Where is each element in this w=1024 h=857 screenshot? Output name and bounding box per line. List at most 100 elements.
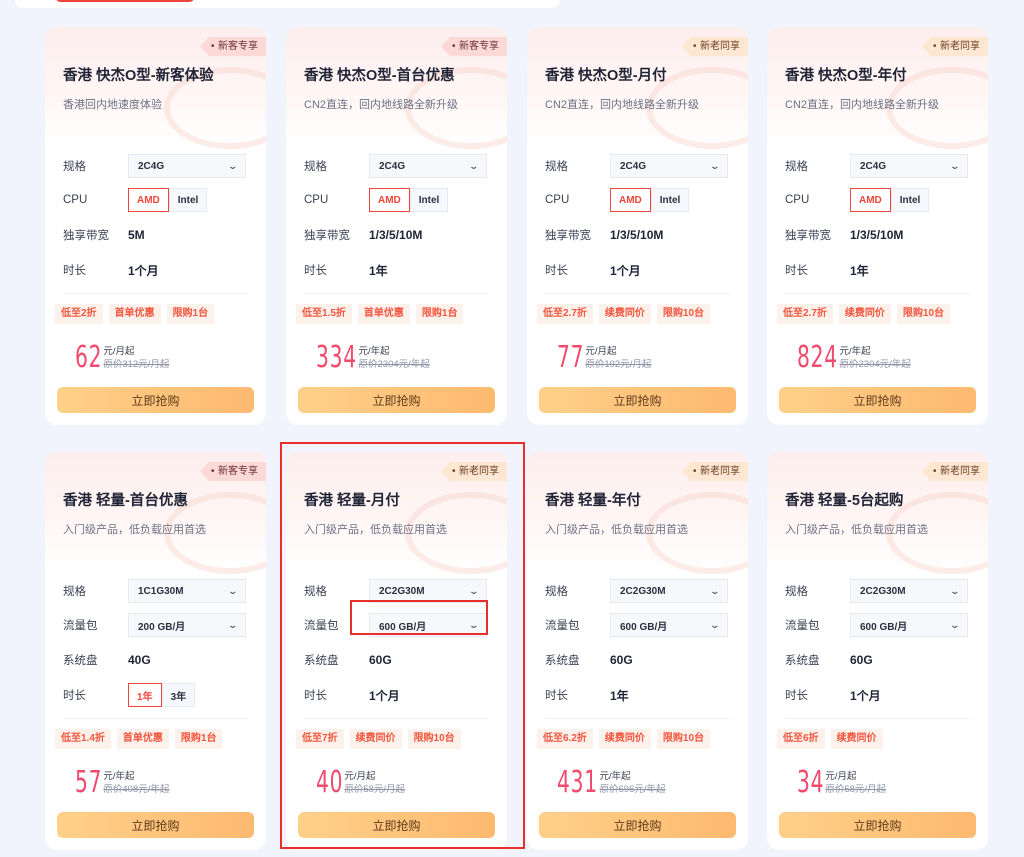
buy-now-button[interactable]: 立即抢购 xyxy=(779,387,976,413)
spec-select[interactable]: 600 GB/月 ⌄ xyxy=(850,613,968,637)
divider xyxy=(785,718,970,719)
spec-label: 规格 xyxy=(545,161,568,173)
spec-row: 系统盘 40G xyxy=(63,648,248,672)
option-toggle: AMD Intel xyxy=(850,188,930,212)
divider xyxy=(63,293,248,294)
option-button[interactable]: AMD xyxy=(128,188,169,212)
option-button[interactable]: AMD xyxy=(369,188,410,212)
price-value: 824 xyxy=(797,340,838,375)
audience-badge: 新客专享 xyxy=(441,37,507,56)
spec-row: 规格 2C4G ⌄ xyxy=(63,154,248,178)
select-value: 2C2G30M xyxy=(860,585,906,597)
option-toggle: AMD Intel xyxy=(369,188,449,212)
spec-label: 规格 xyxy=(63,586,86,598)
original-price: 原价192元/月起 xyxy=(585,358,652,370)
spec-row: 时长 1年 xyxy=(304,258,489,282)
option-button[interactable]: Intel xyxy=(409,188,449,212)
promo-tags: 低至2.7折 续费同价 限购10台 xyxy=(537,304,711,324)
option-button[interactable]: AMD xyxy=(850,188,891,212)
spec-row: 规格 2C2G30M ⌄ xyxy=(545,579,730,603)
promo-tag: 续费同价 xyxy=(349,729,402,749)
spec-select[interactable]: 600 GB/月 ⌄ xyxy=(610,613,728,637)
divider xyxy=(304,718,489,719)
option-button[interactable]: 1年 xyxy=(128,683,162,707)
spec-label: 系统盘 xyxy=(785,655,820,667)
option-button[interactable]: Intel xyxy=(890,188,930,212)
spec-row: 时长 1个月 xyxy=(304,683,489,707)
option-button[interactable]: Intel xyxy=(650,188,690,212)
price-unit: 元/月起 xyxy=(585,345,617,357)
chevron-down-icon: ⌄ xyxy=(468,619,480,630)
product-title: 香港 快杰O型-新客体验 xyxy=(63,68,214,84)
buy-now-button[interactable]: 立即抢购 xyxy=(779,812,976,838)
price-unit: 元/年起 xyxy=(358,345,390,357)
select-value: 2C2G30M xyxy=(379,585,425,597)
buy-now-button[interactable]: 立即抢购 xyxy=(539,387,736,413)
spec-value: 1个月 xyxy=(850,688,881,703)
spec-value: 1年 xyxy=(610,688,629,703)
spec-select[interactable]: 2C4G ⌄ xyxy=(128,154,246,178)
spec-row: 流量包 600 GB/月 ⌄ xyxy=(545,613,730,637)
chevron-down-icon: ⌄ xyxy=(227,585,239,596)
product-title: 香港 轻量-首台优惠 xyxy=(63,493,188,509)
chevron-down-icon: ⌄ xyxy=(227,160,239,171)
spec-value: 60G xyxy=(610,653,633,667)
option-button[interactable]: 3年 xyxy=(161,683,196,707)
spec-label: 时长 xyxy=(545,265,568,277)
product-title: 香港 轻量-5台起购 xyxy=(785,493,904,509)
spec-select[interactable]: 2C4G ⌄ xyxy=(610,154,728,178)
spec-row: 系统盘 60G xyxy=(785,648,970,672)
spec-select[interactable]: 1C1G30M ⌄ xyxy=(128,579,246,603)
product-subtitle: 入门级产品，低负载应用首选 xyxy=(304,524,447,536)
spec-value: 1个月 xyxy=(610,263,641,278)
option-button[interactable]: AMD xyxy=(610,188,651,212)
option-button[interactable]: Intel xyxy=(168,188,208,212)
chevron-down-icon: ⌄ xyxy=(949,585,961,596)
chevron-down-icon: ⌄ xyxy=(709,619,721,630)
promo-tag: 首单优惠 xyxy=(108,304,161,324)
price-unit: 元/月起 xyxy=(825,770,857,782)
spec-row: 流量包 600 GB/月 ⌄ xyxy=(785,613,970,637)
spec-select[interactable]: 2C2G30M ⌄ xyxy=(610,579,728,603)
promo-tags: 低至1.5折 首单优惠 限购1台 xyxy=(296,304,464,324)
price-block: 431 元/年起 原价696元/年起 xyxy=(557,765,666,800)
product-subtitle: CN2直连，回内地线路全新升级 xyxy=(304,99,459,111)
product-card: 新老同享 香港 轻量-5台起购 入门级产品，低负载应用首选规格2C2G30M⌄流… xyxy=(767,452,988,850)
buy-now-button[interactable]: 立即抢购 xyxy=(57,812,254,838)
spec-label: 规格 xyxy=(785,586,808,598)
promo-tag: 首单优惠 xyxy=(116,729,169,749)
product-title: 香港 轻量-年付 xyxy=(545,493,641,509)
spec-select[interactable]: 2C2G30M ⌄ xyxy=(850,579,968,603)
promo-tags: 低至2.7折 续费同价 限购10台 xyxy=(777,304,951,324)
spec-value: 1年 xyxy=(850,263,869,278)
price-unit: 元/月起 xyxy=(344,770,376,782)
spec-label: 系统盘 xyxy=(304,655,339,667)
promo-tag: 限购10台 xyxy=(896,304,951,324)
spec-row: CPU AMD Intel xyxy=(304,188,489,212)
spec-label: CPU xyxy=(304,194,329,206)
spec-select[interactable]: 200 GB/月 ⌄ xyxy=(128,613,246,637)
original-price: 原价696元/年起 xyxy=(599,783,666,795)
buy-now-button[interactable]: 立即抢购 xyxy=(298,812,495,838)
top-tab-button[interactable] xyxy=(55,0,195,2)
spec-select[interactable]: 2C4G ⌄ xyxy=(369,154,487,178)
spec-select[interactable]: 600 GB/月 ⌄ xyxy=(369,613,487,637)
spec-label: 规格 xyxy=(304,161,327,173)
price-value: 77 xyxy=(557,340,585,375)
promo-tag: 限购1台 xyxy=(174,729,223,749)
spec-label: 规格 xyxy=(304,586,327,598)
spec-row: 流量包 600 GB/月 ⌄ xyxy=(304,613,489,637)
promo-tag: 续费同价 xyxy=(598,304,651,324)
product-title: 香港 快杰O型-首台优惠 xyxy=(304,68,455,84)
buy-now-button[interactable]: 立即抢购 xyxy=(57,387,254,413)
buy-now-button[interactable]: 立即抢购 xyxy=(298,387,495,413)
price-block: 824 元/年起 原价2304元/年起 xyxy=(797,340,911,375)
promo-tag: 限购10台 xyxy=(407,729,461,749)
promo-tag: 限购10台 xyxy=(656,729,711,749)
price-unit: 元/月起 xyxy=(103,345,135,357)
buy-now-button[interactable]: 立即抢购 xyxy=(539,812,736,838)
spec-select[interactable]: 2C4G ⌄ xyxy=(850,154,968,178)
spec-select[interactable]: 2C2G30M ⌄ xyxy=(369,579,487,603)
audience-badge: 新客专享 xyxy=(200,37,266,56)
price-value: 57 xyxy=(75,765,103,800)
